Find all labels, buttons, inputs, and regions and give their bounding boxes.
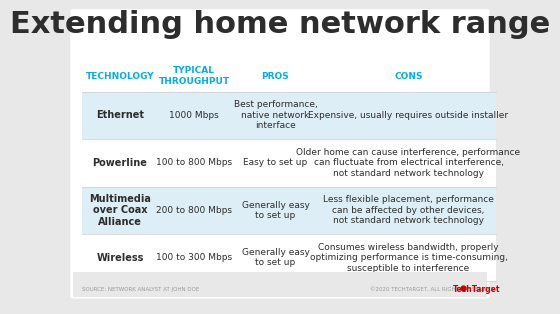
Text: TECHNOLOGY: TECHNOLOGY [86,72,154,81]
Text: Wireless: Wireless [96,253,143,263]
Text: PROS: PROS [262,72,290,81]
Text: Multimedia
over Coax
Alliance: Multimedia over Coax Alliance [89,194,151,227]
Text: Generally easy
to set up: Generally easy to set up [241,201,310,220]
Text: ©2020 TECHTARGET, ALL RIGHTS RESERVED: ©2020 TECHTARGET, ALL RIGHTS RESERVED [370,287,493,292]
Text: 200 to 800 Mbps: 200 to 800 Mbps [156,206,232,215]
Bar [82,139,497,187]
Text: Older home can cause interference, performance
can fluctuate from electrical int: Older home can cause interference, perfo… [296,148,521,178]
Text: TechTarget: TechTarget [452,285,500,294]
Text: Consumes wireless bandwidth, properly
optimizing performance is time-consuming,
: Consumes wireless bandwidth, properly op… [310,243,507,273]
Text: CONS: CONS [394,72,423,81]
Text: Ethernet: Ethernet [96,111,144,120]
Bar [82,187,497,234]
Bar [82,92,497,139]
Text: Extending home network range: Extending home network range [10,10,550,39]
Text: Less flexible placement, performance
can be affected by other devices,
not stand: Less flexible placement, performance can… [323,195,494,225]
Text: Generally easy
to set up: Generally easy to set up [241,248,310,268]
Text: TYPICAL
THROUGHPUT: TYPICAL THROUGHPUT [158,66,230,86]
Text: SOURCE: NETWORK ANALYST AT JOHN DOE: SOURCE: NETWORK ANALYST AT JOHN DOE [82,287,199,292]
Bar [82,234,497,281]
Text: 1000 Mbps: 1000 Mbps [170,111,219,120]
Text: Powerline: Powerline [92,158,147,168]
Text: Expensive, usually requires outside installer: Expensive, usually requires outside inst… [309,111,508,120]
Text: 100 to 800 Mbps: 100 to 800 Mbps [156,158,232,167]
Bar [73,272,487,297]
Text: 100 to 300 Mbps: 100 to 300 Mbps [156,253,232,262]
Text: Best performance,
native network
interface: Best performance, native network interfa… [234,100,318,130]
Text: Easy to set up: Easy to set up [244,158,307,167]
FancyBboxPatch shape [71,9,489,299]
